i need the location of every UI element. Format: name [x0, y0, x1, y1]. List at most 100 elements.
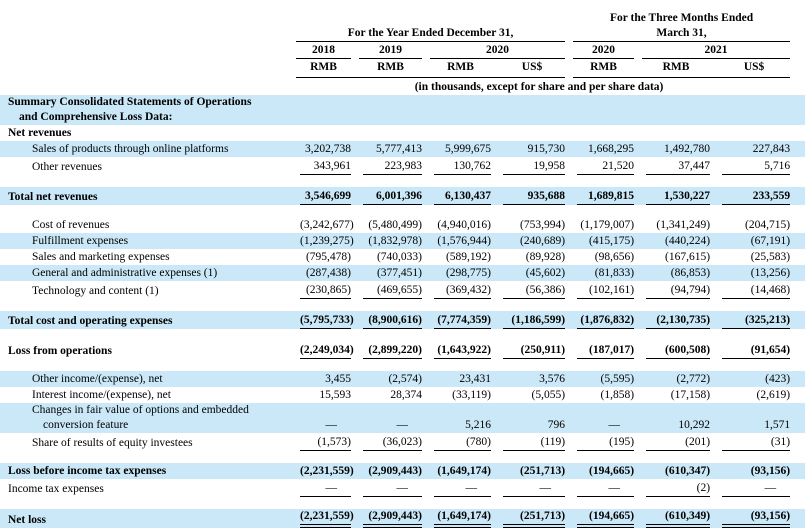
value-cell: (45,602)	[491, 265, 565, 281]
value-cell: (1,341,249)	[634, 217, 710, 233]
value-text: (167,615)	[665, 251, 711, 263]
value-cell: 343,961	[288, 157, 351, 175]
value-cell: (2,772)	[634, 371, 711, 387]
row-label: Sales of products through online platfor…	[0, 141, 288, 157]
value-text: (369,432)	[434, 283, 491, 299]
table-row: Technology and content (1) (230,865) (469,…	[0, 281, 805, 299]
value-text: (325,213)	[722, 313, 791, 329]
value-cell: (251,713)	[491, 509, 566, 528]
value-cell: —	[422, 479, 491, 497]
year-2021-quarter: 2021	[642, 43, 791, 59]
value-cell: (5,480,499)	[351, 217, 422, 233]
spacer-row	[0, 299, 805, 311]
value-cell: (753,994)	[491, 217, 565, 233]
empty-values-cell	[288, 95, 805, 125]
value-cell: (1,573)	[288, 433, 351, 451]
value-cell: (1,576,944)	[422, 233, 491, 249]
spacer-cell	[0, 299, 805, 311]
value-text: (89,928)	[525, 251, 566, 263]
table-row: Loss before income tax expenses (2,231,55…	[0, 463, 805, 479]
value-text: (7,774,359)	[434, 313, 491, 329]
row-label-text: Share of results of equity investees	[32, 437, 193, 449]
value-text: (287,438)	[305, 267, 351, 279]
row-label: General and administrative expenses (1)	[0, 265, 288, 281]
value-text: (5,795,733)	[300, 313, 354, 329]
value-text: (251,713)	[520, 465, 566, 477]
header-group-row: For the Year Ended December 31, For the …	[0, 4, 805, 42]
value-text: (8,900,616)	[363, 313, 422, 329]
value-cell: 3,455	[288, 371, 351, 387]
table-body: Summary Consolidated Statements of Opera…	[0, 95, 805, 528]
value-text: (81,833)	[594, 267, 635, 279]
value-cell: (610,349)	[634, 509, 711, 528]
empty-values-cell	[288, 125, 805, 141]
value-text: 935,688	[503, 189, 566, 205]
currency-label: RMB	[447, 61, 474, 73]
value-cell: 37,447	[634, 157, 711, 175]
row-label-text: Sales and marketing expenses	[32, 251, 170, 263]
value-cell: 6,001,396	[351, 187, 422, 205]
value-text: (780)	[434, 435, 491, 451]
value-cell: (119)	[491, 433, 566, 451]
quarter-group-title-line1: For the Three Months Ended	[609, 12, 754, 24]
value-cell: —	[288, 479, 351, 497]
row-label-text: Changes in fair value of options and emb…	[32, 404, 249, 416]
value-cell: 5,777,413	[351, 141, 422, 157]
value-cell: (600,508)	[634, 341, 711, 359]
value-text: (56,386)	[503, 283, 566, 299]
value-text: (4,940,016)	[437, 219, 491, 231]
value-text: 3,455	[325, 373, 351, 385]
table-row: Sales of products through online platfor…	[0, 141, 805, 157]
spacer-row	[0, 497, 805, 509]
value-text: (795,478)	[305, 251, 351, 263]
value-cell: 23,431	[422, 371, 491, 387]
value-cell: (230,865)	[288, 281, 351, 299]
value-cell: (740,033)	[351, 249, 422, 265]
year-2020-quarter: 2020	[573, 43, 635, 59]
value-text: —	[722, 481, 791, 497]
value-text: (1,179,007)	[580, 219, 635, 231]
table-row: Share of results of equity investees (1,5…	[0, 433, 805, 451]
value-text: —	[325, 419, 338, 431]
value-cell: (1,858)	[565, 387, 635, 403]
value-cell: (1,643,922)	[422, 341, 491, 359]
value-cell: 15,593	[288, 387, 351, 403]
value-cell: (81,833)	[565, 265, 634, 281]
value-cell: (33,119)	[422, 387, 491, 403]
row-label-text: Fulfillment expenses	[32, 235, 129, 247]
value-text: (187,017)	[577, 343, 635, 359]
value-text: (45,602)	[525, 267, 566, 279]
value-cell: (14,468)	[710, 281, 805, 299]
value-text: —	[608, 419, 621, 431]
value-text: (2,231,559)	[300, 465, 354, 477]
table-row: Sales and marketing expenses (795,478) (74…	[0, 249, 805, 265]
value-text: (2,619)	[756, 389, 791, 401]
value-text: (251,713)	[503, 509, 566, 528]
value-cell: (1,186,599)	[491, 311, 566, 329]
value-cell: (298,775)	[422, 265, 491, 281]
spacer-row	[0, 175, 805, 187]
value-cell: (93,156)	[710, 463, 805, 479]
value-cell: (610,347)	[634, 463, 710, 479]
table-row: Loss from operations (2,249,034) (2,899,22…	[0, 341, 805, 359]
value-cell: (251,713)	[491, 463, 565, 479]
value-text: 28,374	[390, 389, 422, 401]
value-cell: (2,130,735)	[634, 311, 711, 329]
value-text: 223,983	[363, 159, 422, 175]
value-text: (440,224)	[665, 235, 711, 247]
value-text: (2,909,443)	[368, 465, 422, 477]
row-label-text: Loss from operations	[8, 345, 112, 357]
value-text: (610,349)	[646, 509, 711, 528]
table-row: Total net revenues 3,546,699 6,001,396 6,13…	[0, 187, 805, 205]
header-rule-row	[0, 75, 805, 78]
value-text: (1,239,275)	[300, 235, 354, 247]
value-cell: (5,595)	[565, 371, 635, 387]
value-cell: 3,576	[491, 371, 565, 387]
value-cell: (86,853)	[634, 265, 710, 281]
value-text: 1,689,815	[577, 189, 635, 205]
value-cell: 130,762	[422, 157, 491, 175]
value-text: 37,447	[646, 159, 711, 175]
quarter-group-title: For the Three Months Ended March 31,	[573, 11, 791, 42]
value-cell: 1,689,815	[565, 187, 635, 205]
value-text: 5,216	[465, 419, 491, 431]
